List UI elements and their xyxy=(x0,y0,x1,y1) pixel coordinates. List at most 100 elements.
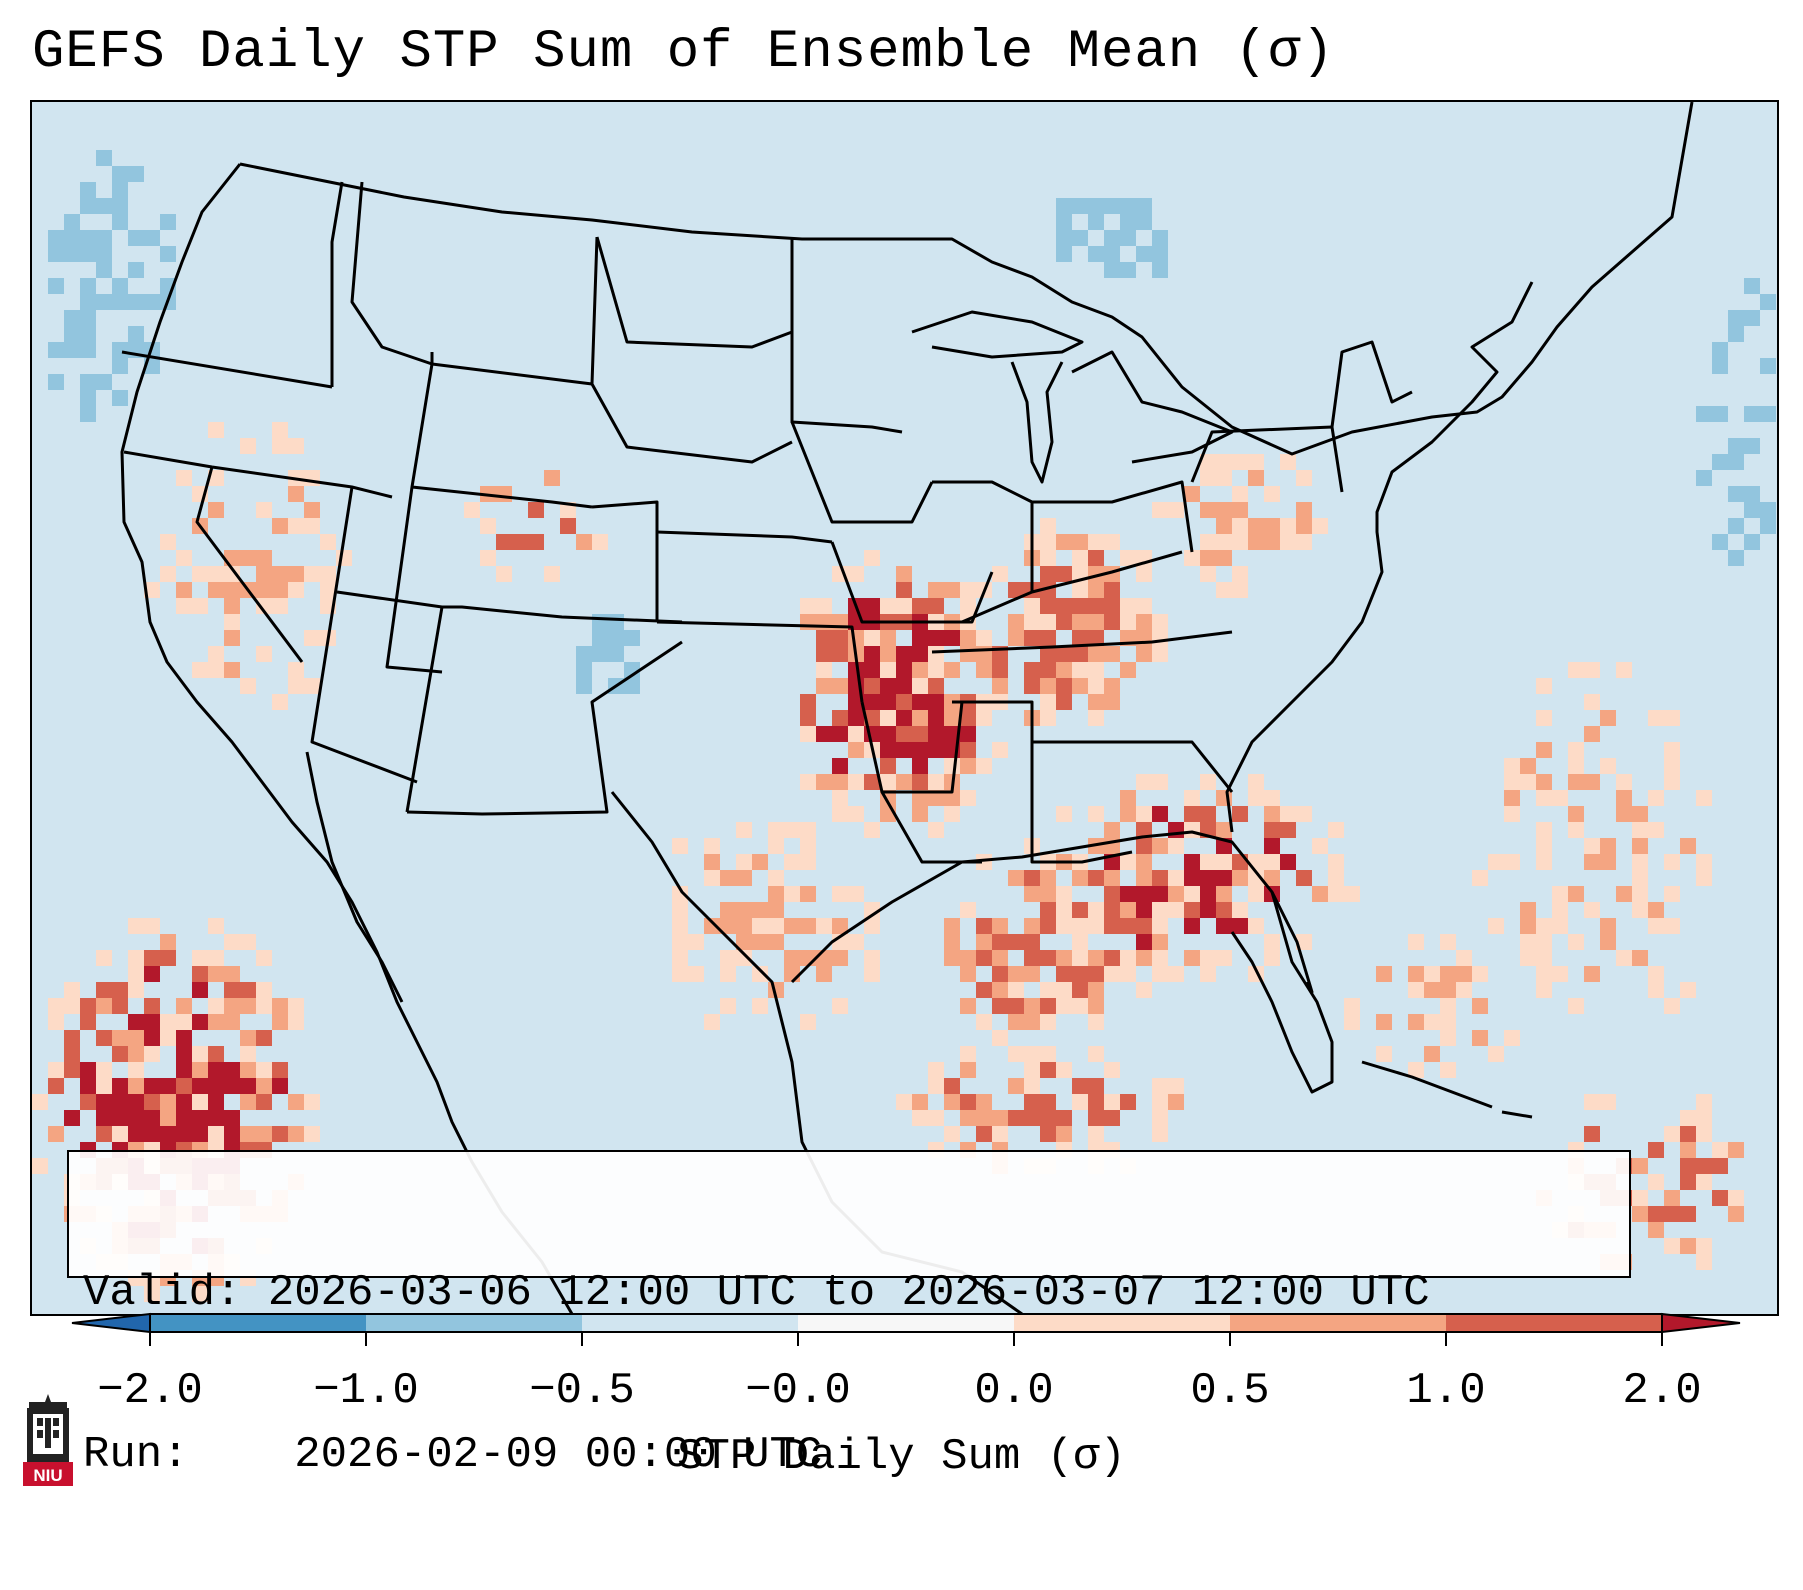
stp-cell-positive xyxy=(304,630,320,646)
stp-cell-positive xyxy=(224,662,240,678)
stp-cell-positive xyxy=(1008,582,1024,598)
stp-cell-positive xyxy=(1664,886,1680,902)
stp-cell-negative xyxy=(1744,310,1760,326)
stp-cell-negative xyxy=(1696,470,1712,486)
stp-cell-positive xyxy=(1296,518,1312,534)
stp-cell-negative xyxy=(1696,406,1712,422)
stp-cell-positive xyxy=(1088,1110,1104,1126)
colorbar-ticks xyxy=(149,1332,1663,1346)
stp-cell-positive xyxy=(1664,710,1680,726)
stp-cell-negative xyxy=(1088,246,1104,262)
stp-cell-positive xyxy=(1440,934,1456,950)
stp-cell-positive xyxy=(1088,966,1104,982)
stp-cell-positive xyxy=(240,1094,256,1110)
stp-cell-positive xyxy=(1568,806,1584,822)
stp-cell-positive xyxy=(240,1030,256,1046)
stp-cell-positive xyxy=(1104,694,1120,710)
stp-cell-positive xyxy=(1232,566,1248,582)
stp-cell-positive xyxy=(176,1094,192,1110)
stp-cell-negative xyxy=(112,358,128,374)
stp-cell-positive xyxy=(1648,1222,1664,1238)
stp-cell-positive xyxy=(1664,998,1680,1014)
stp-cell-positive xyxy=(880,598,896,614)
stp-cell-positive xyxy=(1216,886,1232,902)
stp-cell-positive xyxy=(912,1110,928,1126)
stp-cell-positive xyxy=(1104,822,1120,838)
stp-cell-positive xyxy=(224,630,240,646)
stp-cell-positive xyxy=(1008,630,1024,646)
stp-cell-positive xyxy=(128,1030,144,1046)
stp-cell-positive xyxy=(1568,822,1584,838)
stp-cell-positive xyxy=(1056,1126,1072,1142)
stp-cell-negative xyxy=(1136,214,1152,230)
stp-cell-positive xyxy=(1136,822,1152,838)
stp-cell-positive xyxy=(192,662,208,678)
stp-cell-positive xyxy=(1040,1110,1056,1126)
stp-cell-positive xyxy=(1552,790,1568,806)
stp-cell-positive xyxy=(1088,710,1104,726)
stp-cell-negative xyxy=(1744,534,1760,550)
stp-cell-positive xyxy=(496,486,512,502)
stp-cell-positive xyxy=(960,966,976,982)
stp-cell-positive xyxy=(1648,1174,1664,1190)
stp-cell-positive xyxy=(1648,790,1664,806)
stp-cell-positive xyxy=(80,998,96,1014)
stp-cell-positive xyxy=(1248,774,1264,790)
stp-cell-positive xyxy=(1232,518,1248,534)
stp-cell-positive xyxy=(784,886,800,902)
stp-cell-positive xyxy=(928,790,944,806)
stp-cell-positive xyxy=(1104,678,1120,694)
stp-cell-positive xyxy=(688,934,704,950)
stp-cell-positive xyxy=(880,630,896,646)
stp-cell-positive xyxy=(1680,838,1696,854)
stp-cell-positive xyxy=(304,678,320,694)
stp-cell-positive xyxy=(1632,838,1648,854)
colorbar-segment xyxy=(1446,1314,1663,1332)
stp-cell-positive xyxy=(896,598,912,614)
colorbar-under-triangle xyxy=(71,1312,151,1334)
stp-cell-positive xyxy=(1264,806,1280,822)
stp-cell-positive xyxy=(1088,550,1104,566)
stp-cell-positive xyxy=(992,662,1008,678)
baja-peninsula xyxy=(305,751,404,1003)
stp-cell-positive xyxy=(1712,1158,1728,1174)
stp-cell-positive xyxy=(768,934,784,950)
oregon-california-border xyxy=(123,450,213,469)
stp-cell-positive xyxy=(48,1062,64,1078)
stp-cell-positive xyxy=(960,790,976,806)
stp-cell-positive xyxy=(160,1014,176,1030)
stp-cell-positive xyxy=(80,1078,96,1094)
stp-cell-positive xyxy=(1184,822,1200,838)
stp-cell-positive xyxy=(1728,1190,1744,1206)
stp-cell-positive xyxy=(1024,1078,1040,1094)
stp-cell-positive xyxy=(864,598,880,614)
stp-cell-positive xyxy=(896,678,912,694)
stp-cell-positive xyxy=(944,758,960,774)
stp-cell-positive xyxy=(800,1014,816,1030)
stp-cell-positive xyxy=(1648,1142,1664,1158)
stp-cell-positive xyxy=(1072,1078,1088,1094)
stp-cell-positive xyxy=(944,806,960,822)
stp-cell-positive xyxy=(192,1094,208,1110)
stp-cell-positive xyxy=(992,566,1008,582)
stp-cell-positive xyxy=(208,1110,224,1126)
stp-cell-positive xyxy=(896,646,912,662)
stp-cell-positive xyxy=(976,662,992,678)
stp-cell-positive xyxy=(1056,806,1072,822)
stp-cell-positive xyxy=(208,566,224,582)
stp-cell-positive xyxy=(928,742,944,758)
stp-cell-negative xyxy=(112,342,128,358)
stp-cell-positive xyxy=(1152,774,1168,790)
stp-cell-positive xyxy=(1312,518,1328,534)
stp-cell-positive xyxy=(208,470,224,486)
stp-cell-positive xyxy=(1168,870,1184,886)
caribbean-islands xyxy=(1361,1060,1533,1119)
stp-cell-negative xyxy=(96,262,112,278)
stp-cell-positive xyxy=(832,806,848,822)
montana-border xyxy=(350,181,434,366)
stp-cell-positive xyxy=(1040,550,1056,566)
stp-cell-positive xyxy=(1216,534,1232,550)
stp-cell-negative xyxy=(1760,518,1776,534)
stp-cell-positive xyxy=(1344,998,1360,1014)
stp-cell-positive xyxy=(288,1126,304,1142)
